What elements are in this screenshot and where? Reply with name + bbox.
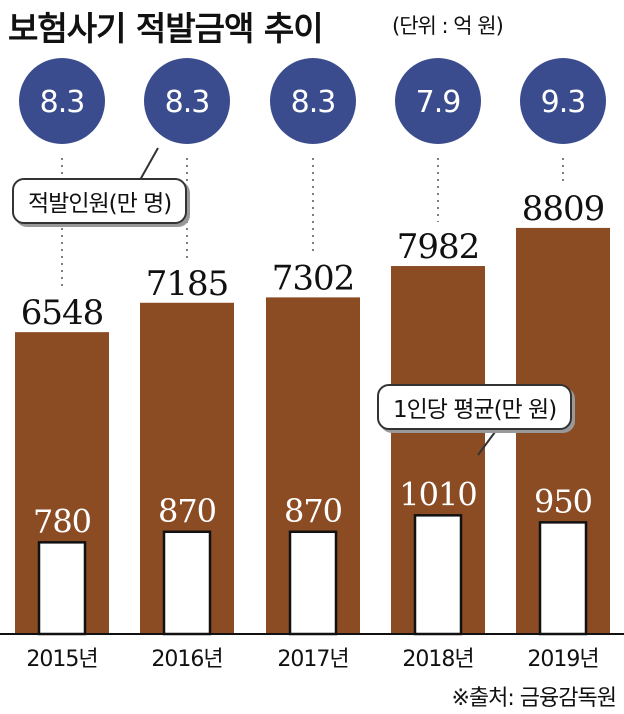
x-tick-label: 2018년 [402, 647, 473, 672]
legend-pointer [477, 431, 496, 456]
x-tick-label: 2016년 [151, 647, 222, 672]
count-circle [520, 58, 606, 144]
source-note: ※출처: 금융감독원 [451, 686, 617, 711]
avg-value-label: 1010 [399, 475, 476, 513]
avg-bar [288, 530, 338, 636]
count-circle [144, 58, 230, 144]
amount-value-label: 6548 [21, 293, 104, 333]
count-circle [270, 58, 356, 144]
x-tick-label: 2017년 [277, 647, 348, 672]
legend-avg-label: 1인당 평균(만 원) [377, 384, 573, 430]
amount-value-label: 7982 [397, 227, 480, 267]
count-value-label: 8.3 [291, 85, 336, 120]
count-circle [395, 58, 481, 144]
amount-value-label: 7302 [272, 258, 355, 298]
avg-value-label: 780 [33, 502, 91, 540]
legend-count-label: 적발인원(만 명) [12, 178, 188, 224]
legend-pointer [139, 147, 159, 181]
avg-bar [538, 521, 588, 636]
amount-value-label: 7185 [146, 264, 229, 304]
unit-label: (단위 : 억 원) [392, 14, 504, 38]
avg-bar [37, 541, 87, 636]
avg-bar [413, 514, 463, 636]
count-value-label: 8.3 [40, 85, 85, 120]
count-value-label: 7.9 [416, 85, 461, 120]
x-tick-label: 2019년 [527, 647, 598, 672]
avg-bar [162, 530, 212, 636]
chart-title: 보험사기 적발금액 추이 [8, 9, 324, 48]
x-tick-label: 2015년 [26, 647, 97, 672]
avg-value-label: 950 [534, 482, 592, 520]
amount-value-label: 8809 [522, 189, 605, 229]
avg-value-label: 870 [158, 492, 216, 530]
avg-value-label: 870 [284, 492, 342, 530]
count-value-label: 8.3 [165, 85, 210, 120]
count-circle [19, 58, 105, 144]
count-value-label: 9.3 [541, 85, 586, 120]
